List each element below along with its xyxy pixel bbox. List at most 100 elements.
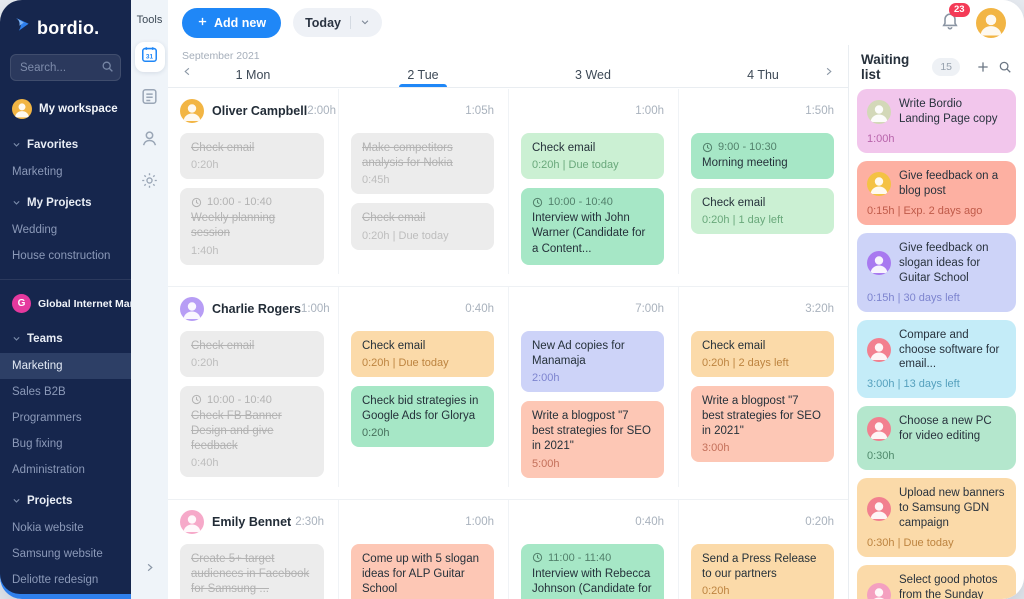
workspace-avatar	[12, 99, 32, 119]
sidebar-item-wedding[interactable]: Wedding	[12, 224, 58, 236]
sidebar-section-my-projects[interactable]: My Projects	[0, 185, 131, 217]
sidebar: bordio. My workspace Favorites Marketing M…	[0, 0, 131, 594]
task-time: 10:00 - 10:40	[532, 196, 653, 208]
task-card[interactable]: New Ad copies for Manamaja 2:00h	[521, 330, 664, 393]
task-card[interactable]: 10:00 - 10:40 Check FB Banner Design and …	[180, 385, 324, 478]
task-meta: 0:20h | 1 day left	[702, 214, 784, 227]
avatar	[867, 99, 891, 124]
task-title: Check email	[532, 142, 596, 154]
waiting-task-card[interactable]: Select good photos from the Sunday photo…	[857, 565, 1016, 599]
task-card[interactable]: Check email 0:20h	[180, 133, 324, 180]
task-title: Morning meeting	[702, 157, 788, 169]
task-title: Choose a new PC for video editing	[899, 415, 992, 443]
task-card[interactable]: Check email 0:20h | 1 day left	[691, 188, 834, 235]
task-card[interactable]: Check email 0:20h | 2 days left	[691, 330, 834, 377]
next-day-icon[interactable]	[823, 64, 834, 82]
day-tab-2-tue[interactable]: 2 Tue	[338, 62, 508, 87]
calendar-icon: 31	[140, 45, 159, 69]
task-card[interactable]: Write a blogpost "7 best strategies for …	[521, 401, 664, 478]
notes-tool-button[interactable]	[135, 84, 165, 114]
waiting-task-card[interactable]: Write Bordio Landing Page copy 1:00h	[857, 89, 1016, 153]
day-tab-3-wed[interactable]: 3 Wed	[575, 67, 611, 82]
sidebar-section-projects[interactable]: Projects	[0, 483, 131, 515]
contacts-tool-button[interactable]	[135, 126, 165, 156]
task-title: New Ad copies for Manamaja	[532, 339, 625, 367]
sidebar-item-programmers[interactable]: Programmers	[12, 412, 82, 424]
waiting-task-card[interactable]: Choose a new PC for video editing 0:30h	[857, 406, 1016, 471]
section-label: My Projects	[27, 197, 92, 209]
notifications-button[interactable]: 23	[940, 3, 970, 35]
task-card[interactable]: Make competitors analysis for Nokia 0:45h	[351, 133, 494, 195]
day-tab-4-thu[interactable]: 4 Thu	[747, 67, 779, 82]
sidebar-section-teams[interactable]: Teams	[0, 321, 131, 353]
sidebar-item-bug-fixing[interactable]: Bug fixing	[12, 438, 63, 450]
today-dropdown[interactable]: Today	[293, 8, 382, 37]
task-card[interactable]: Check email 0:20h | Due today	[521, 133, 664, 180]
prev-day-icon[interactable]	[182, 64, 193, 82]
sidebar-section-favorites[interactable]: Favorites	[0, 127, 131, 159]
task-card[interactable]: Write a blogpost "7 best strategies for …	[691, 385, 834, 463]
add-waiting-task-button[interactable]	[976, 60, 990, 74]
search-icon	[101, 60, 114, 78]
task-meta: 0:30h	[867, 450, 895, 463]
search-waiting-icon[interactable]	[998, 60, 1012, 74]
task-card[interactable]: 11:00 - 11:40 Interview with Rebecca John…	[521, 543, 664, 599]
task-meta: 0:20h | 2 days left	[702, 356, 789, 369]
task-card[interactable]: Send a Press Release to our partners 0:20…	[691, 543, 834, 599]
task-time: 9:00 - 10:30	[702, 141, 823, 153]
logo[interactable]: bordio.	[0, 0, 131, 52]
day-total-hours: 1:50h	[805, 105, 834, 117]
sidebar-item-nokia-website[interactable]: Nokia website	[12, 522, 84, 534]
task-card[interactable]: 10:00 - 10:40 Interview with John Warner …	[521, 188, 664, 265]
waiting-task-card[interactable]: Give feedback on a blog post 0:15h | Exp.…	[857, 160, 1016, 225]
waiting-list-header: Waiting list 15	[849, 45, 1024, 89]
task-meta: 0:30h | Due today	[867, 537, 954, 550]
task-meta: 0:20h | Due today	[532, 159, 619, 172]
task-meta: 0:20h	[191, 356, 219, 369]
task-card[interactable]: Check email 0:20h | Due today	[351, 330, 494, 377]
calendar-tool-button[interactable]: 31	[117, 42, 165, 72]
avatar	[180, 509, 204, 534]
waiting-task-card[interactable]: Compare and choose software for email...…	[857, 319, 1016, 399]
clock-icon	[191, 394, 202, 405]
person-row-charlie-rogers: Charlie Rogers 1:00h Check email 0:20h 10:00…	[168, 286, 848, 500]
task-card[interactable]: Check email 0:20h | Due today	[351, 203, 494, 250]
sidebar-item-marketing[interactable]: Marketing	[0, 353, 131, 379]
day-cell: 7:00h New Ad copies for Manamaja 2:00h Writ…	[508, 286, 678, 487]
sidebar-item-house-construction[interactable]: House construction	[12, 250, 111, 262]
task-time: 11:00 - 11:40	[532, 552, 653, 564]
day-cell: 0:40h Check email 0:20h | Due today Check b…	[338, 286, 508, 487]
task-title: Create 5+ target audiences in Facebook f…	[191, 552, 310, 595]
day-tab-1-mon[interactable]: 1 Mon	[235, 67, 271, 82]
day-total-hours: 1:00h	[300, 302, 330, 315]
settings-tool-button[interactable]	[135, 168, 165, 198]
task-title: Check FB Banner Design and give feedback	[191, 409, 282, 453]
task-card[interactable]: Create 5+ target audiences in Facebook f…	[180, 543, 324, 599]
sidebar-item-sales-b2b[interactable]: Sales B2B	[12, 386, 66, 398]
expand-sidebar-button[interactable]	[131, 562, 168, 573]
task-card[interactable]: 10:00 - 10:40 Weekly planning session 1:40…	[180, 188, 324, 265]
person-row-emily-bennet: Emily Bennet 2:30h Create 5+ target audien…	[168, 499, 848, 599]
task-card[interactable]: 9:00 - 10:30 Morning meeting	[691, 133, 834, 180]
search-input[interactable]	[10, 54, 121, 81]
day-cell: 3:20h Check email 0:20h | 2 days left Write…	[678, 286, 848, 487]
sidebar-item-administration[interactable]: Administration	[12, 464, 85, 476]
task-card[interactable]: Check bid strategies in Google Ads for G…	[351, 385, 494, 448]
sidebar-item-marketing[interactable]: Marketing	[12, 166, 63, 178]
add-new-button[interactable]: Add new	[182, 7, 282, 38]
tools-rail: Tools 31	[117, 0, 168, 599]
sidebar-item-samsung-website[interactable]: Samsung website	[12, 548, 103, 560]
waiting-task-card[interactable]: Give feedback on slogan ideas for Guitar…	[857, 232, 1016, 312]
sidebar-item-my-workspace[interactable]: My workspace	[0, 91, 131, 127]
sidebar-item-organization[interactable]: G Global Internet Marketing	[0, 286, 131, 321]
waiting-task-card[interactable]: Upload new banners to Samsung GDN campai…	[857, 478, 1016, 558]
org-badge: G	[12, 294, 31, 313]
user-avatar[interactable]	[976, 7, 1006, 38]
task-title: Make competitors analysis for Nokia	[362, 142, 453, 170]
task-meta: 1:00h	[867, 132, 895, 145]
task-card[interactable]: Come up with 5 slogan ideas for ALP Guit…	[351, 543, 494, 599]
sidebar-item-deliotte-redesign[interactable]: Deliotte redesign	[12, 574, 99, 586]
clock-icon	[702, 142, 713, 153]
task-card[interactable]: Check email 0:20h	[180, 330, 324, 377]
